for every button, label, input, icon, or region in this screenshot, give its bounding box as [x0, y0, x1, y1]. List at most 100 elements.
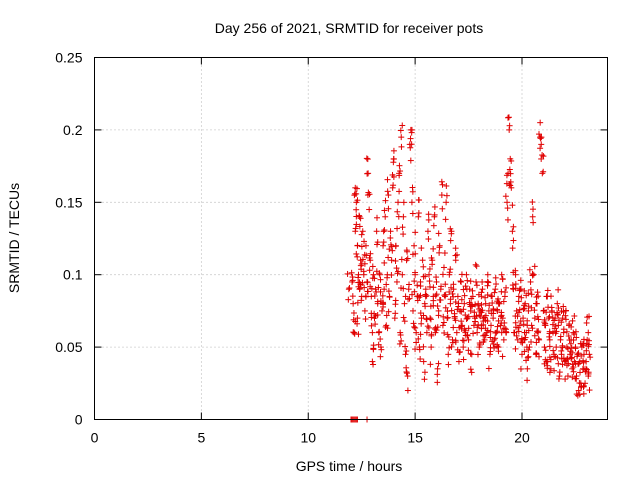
data-point	[414, 282, 421, 289]
data-point	[420, 263, 427, 270]
data-point	[373, 214, 380, 221]
data-point	[531, 332, 538, 339]
data-point	[450, 293, 457, 300]
data-point	[435, 230, 442, 237]
data-point	[353, 206, 360, 213]
data-point	[398, 256, 405, 263]
data-point	[467, 350, 474, 357]
data-point	[474, 351, 481, 358]
data-point	[354, 315, 361, 322]
data-point	[458, 318, 465, 325]
data-point	[418, 320, 425, 327]
data-point	[465, 347, 472, 354]
data-point	[492, 274, 499, 281]
data-point	[349, 274, 356, 281]
data-point	[390, 182, 397, 189]
data-point	[575, 387, 582, 394]
data-point	[484, 282, 491, 289]
data-point	[359, 256, 366, 263]
data-point	[443, 192, 450, 199]
data-point	[416, 294, 423, 301]
data-point	[468, 295, 475, 302]
data-point	[500, 298, 507, 305]
data-point	[448, 284, 455, 291]
data-point	[387, 241, 394, 248]
data-point	[485, 279, 492, 286]
data-point	[427, 316, 434, 323]
data-point	[399, 271, 406, 278]
data-point	[370, 271, 377, 278]
data-point	[583, 319, 590, 326]
data-point	[359, 228, 366, 235]
data-point	[350, 329, 357, 336]
data-point	[564, 345, 571, 352]
data-point	[555, 322, 562, 329]
data-point	[548, 293, 555, 300]
data-point	[573, 334, 580, 341]
data-point	[569, 361, 576, 368]
data-point	[585, 329, 592, 336]
data-point	[504, 199, 511, 206]
data-point	[373, 228, 380, 235]
data-point	[345, 286, 352, 293]
data-point	[473, 282, 480, 289]
data-point	[377, 288, 384, 295]
data-point	[381, 227, 388, 234]
data-point	[542, 347, 549, 354]
data-point	[530, 219, 537, 226]
data-point	[420, 343, 427, 350]
data-point	[503, 284, 510, 291]
data-point	[541, 316, 548, 323]
data-point	[568, 323, 575, 330]
data-point	[552, 322, 559, 329]
data-point	[406, 281, 413, 288]
data-point	[402, 351, 409, 358]
data-point	[384, 176, 391, 183]
data-point	[462, 283, 469, 290]
data-point	[368, 285, 375, 292]
data-point	[543, 309, 550, 316]
data-point	[354, 320, 361, 327]
data-point	[580, 342, 587, 349]
data-point	[529, 199, 536, 206]
data-point	[557, 333, 564, 340]
data-point	[457, 307, 464, 314]
data-point	[470, 330, 477, 337]
data-point	[434, 303, 441, 310]
data-point	[563, 328, 570, 335]
data-point	[431, 203, 438, 210]
y-tick-label: 0.05	[55, 339, 82, 355]
data-point	[521, 287, 528, 294]
data-point	[375, 284, 382, 291]
y-tick-label: 0	[75, 412, 83, 428]
data-point	[468, 369, 475, 376]
data-point	[487, 334, 494, 341]
data-point	[539, 152, 546, 159]
data-point	[520, 321, 527, 328]
data-point	[580, 390, 587, 397]
data-point	[353, 213, 360, 220]
data-point	[462, 327, 469, 334]
data-point	[385, 288, 392, 295]
data-point	[544, 362, 551, 369]
data-point	[521, 348, 528, 355]
data-point	[455, 358, 462, 365]
data-point	[398, 134, 405, 141]
data-point	[571, 313, 578, 320]
data-point	[518, 335, 525, 342]
data-point	[447, 266, 454, 273]
data-point	[435, 312, 442, 319]
data-point	[429, 261, 436, 268]
data-point	[430, 245, 437, 252]
data-point	[361, 307, 368, 314]
data-point	[490, 307, 497, 314]
data-point	[509, 228, 516, 235]
data-point	[442, 216, 449, 223]
data-point	[358, 243, 365, 250]
data-point	[549, 309, 556, 316]
data-point	[416, 346, 423, 353]
data-point	[491, 344, 498, 351]
data-point	[450, 324, 457, 331]
data-point	[362, 293, 369, 300]
grid-lines	[94, 57, 608, 420]
